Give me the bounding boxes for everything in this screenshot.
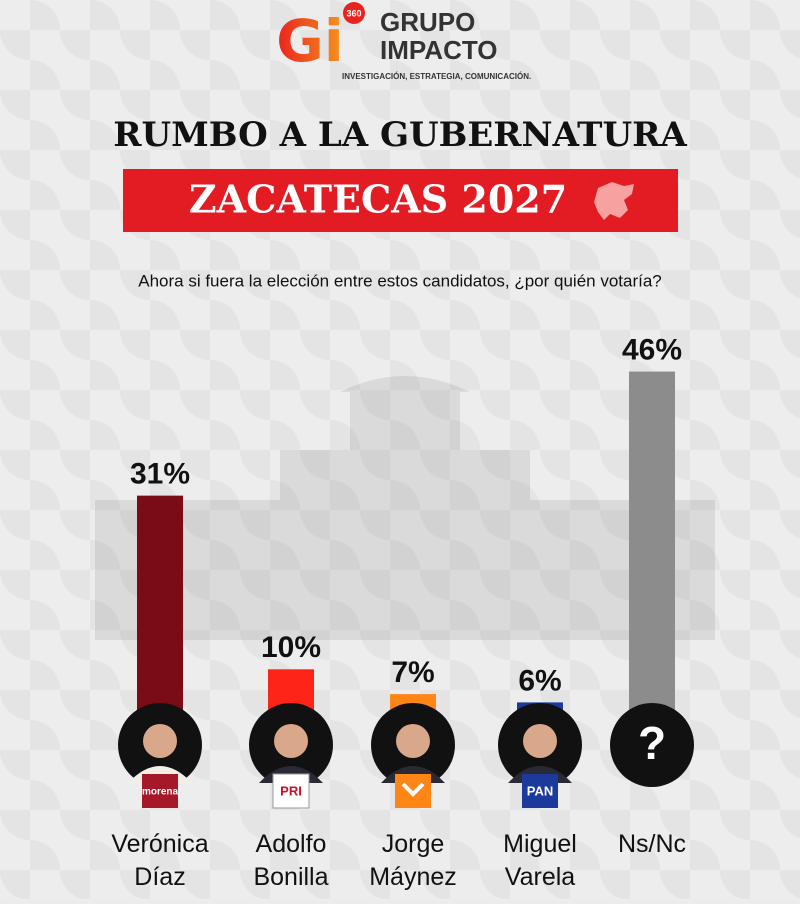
avatar bbox=[610, 703, 694, 787]
chart-title: RUMBO A LA GUBERNATURA bbox=[113, 115, 687, 155]
avatar-face bbox=[143, 724, 177, 758]
party-badge bbox=[142, 774, 178, 808]
value-label: 10% bbox=[261, 631, 321, 664]
avatar-face bbox=[396, 724, 430, 758]
avatar-face bbox=[274, 724, 308, 758]
subtitle-box bbox=[123, 169, 678, 232]
question: Ahora si fuera la elección entre estos c… bbox=[138, 271, 662, 290]
category-label: Verónica Díaz bbox=[111, 830, 208, 891]
category-label: Miguel Varela bbox=[503, 830, 577, 891]
logo-name: IMPACTO bbox=[380, 35, 497, 65]
logo-badge-bg bbox=[343, 2, 365, 24]
logo-mark: Gi bbox=[276, 7, 344, 75]
unknown-symbol: ? bbox=[638, 717, 666, 769]
party-badge bbox=[395, 774, 431, 808]
category-label: Adolfo Bonilla bbox=[253, 830, 328, 891]
state-map-icon bbox=[594, 182, 634, 220]
chart-subtitle: ZACATECAS 2027 bbox=[189, 177, 567, 222]
bar bbox=[629, 371, 675, 752]
logo-tagline: INVESTIGACIÓN, ESTRATEGIA, COMUNICACIÓN. bbox=[342, 72, 531, 81]
value-label: 6% bbox=[518, 664, 561, 697]
party-badge bbox=[272, 773, 310, 809]
category-label: Jorge Máynez bbox=[369, 830, 457, 891]
party-badge bbox=[522, 774, 558, 808]
party-label: morena bbox=[142, 787, 179, 798]
avatar-face bbox=[523, 724, 557, 758]
value-label: 7% bbox=[391, 656, 434, 689]
category-label: Ns/Nc bbox=[618, 830, 686, 858]
value-label: 31% bbox=[130, 458, 190, 491]
logo-badge: 360 bbox=[346, 8, 361, 18]
logo-name: GRUPO bbox=[380, 7, 475, 37]
party-icon bbox=[401, 782, 425, 797]
party-label: PAN bbox=[527, 783, 553, 798]
building-watermark bbox=[95, 376, 715, 640]
party-label: PRI bbox=[280, 783, 302, 798]
value-label: 46% bbox=[622, 334, 682, 367]
